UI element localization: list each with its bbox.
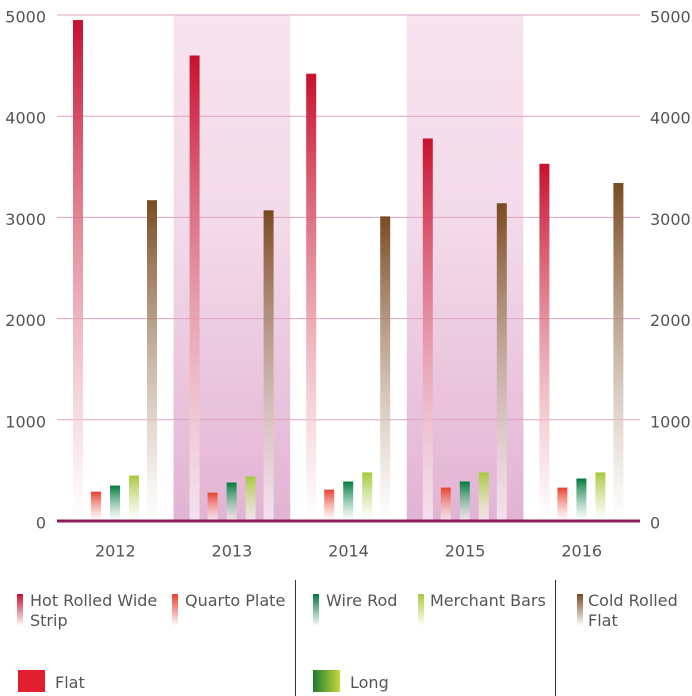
bar xyxy=(73,20,83,522)
y2-tick-label: 0 xyxy=(650,514,660,533)
bar xyxy=(226,482,237,521)
legend-separator xyxy=(295,580,296,696)
y-tick-label: 0 xyxy=(36,514,46,533)
legend-swatch xyxy=(172,594,178,626)
bar xyxy=(557,487,568,521)
bar xyxy=(422,138,433,522)
bar xyxy=(539,163,550,521)
y2-tick-label: 5000 xyxy=(650,8,691,27)
group-label: Long xyxy=(350,673,389,692)
y-tick-label: 3000 xyxy=(5,210,46,229)
legend-swatch xyxy=(17,594,23,626)
bar xyxy=(147,200,157,522)
group-swatch xyxy=(18,670,45,692)
bar xyxy=(595,472,606,521)
bar xyxy=(478,472,489,521)
bar xyxy=(380,216,391,521)
bar xyxy=(362,472,373,521)
y-tick-label: 2000 xyxy=(5,311,46,330)
legend-label: Hot Rolled Wide Strip xyxy=(30,591,158,630)
legend-separator xyxy=(555,580,556,696)
bar xyxy=(129,475,139,521)
bar xyxy=(459,481,470,521)
bar xyxy=(613,182,624,521)
y2-tick-label: 4000 xyxy=(650,109,691,128)
y-tick-label: 1000 xyxy=(5,412,46,431)
legend-swatch xyxy=(313,594,319,626)
legend-label: Merchant Bars xyxy=(430,591,546,610)
x-tick-label: 2013 xyxy=(212,542,253,561)
group-label: Flat xyxy=(55,673,85,692)
legend-label: Wire Rod xyxy=(326,591,398,610)
bar xyxy=(343,481,354,521)
x-tick-label: 2015 xyxy=(445,542,486,561)
legend-label: Quarto Plate xyxy=(185,591,286,610)
chart: 0 1000 2000 3000 4000 5000 0 1000 2000 3000 4000 50… xyxy=(5,8,691,561)
bar xyxy=(189,55,200,521)
y2-tick-label: 2000 xyxy=(650,311,691,330)
legend-swatch xyxy=(418,594,424,626)
y-tick-label: 4000 xyxy=(5,109,46,128)
legend-label: Cold Rolled Flat xyxy=(588,591,678,630)
legend-swatch xyxy=(577,594,583,626)
x-tick-label: 2012 xyxy=(95,542,136,561)
bar xyxy=(207,492,218,521)
bar xyxy=(245,476,256,521)
bar xyxy=(496,203,507,521)
bar xyxy=(440,487,451,521)
bar xyxy=(110,485,120,521)
x-tick-label: 2014 xyxy=(328,542,369,561)
bar xyxy=(306,73,317,522)
bar xyxy=(263,210,274,522)
x-tick-label: 2016 xyxy=(561,542,602,561)
group-swatch xyxy=(313,670,340,692)
y-tick-label: 5000 xyxy=(5,8,46,27)
bar xyxy=(91,491,101,521)
bar xyxy=(324,489,335,521)
y2-tick-label: 3000 xyxy=(650,210,691,229)
y2-tick-label: 1000 xyxy=(650,412,691,431)
bar xyxy=(576,478,587,521)
